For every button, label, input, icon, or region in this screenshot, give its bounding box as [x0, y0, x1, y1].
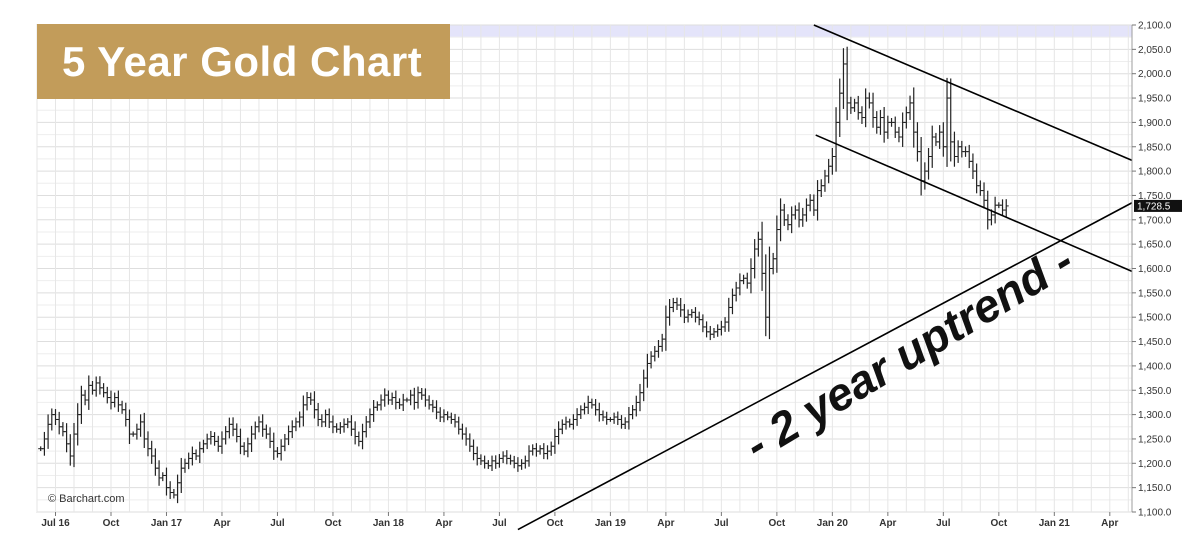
y-tick-label: 1,800.0: [1138, 167, 1172, 178]
title-banner: 5 Year Gold Chart: [37, 24, 450, 99]
y-tick-label: 1,500.0: [1138, 313, 1172, 324]
x-tick-label: Apr: [657, 518, 674, 529]
x-tick-label: Jan 20: [817, 518, 849, 529]
y-tick-label: 1,900.0: [1138, 118, 1172, 129]
x-tick-label: Jan 18: [373, 518, 405, 529]
x-tick-label: Oct: [547, 518, 564, 529]
x-tick-label: Jul: [492, 518, 507, 529]
y-tick-label: 1,550.0: [1138, 288, 1172, 299]
price-bars: [38, 46, 1009, 504]
y-tick-label: 1,300.0: [1138, 410, 1172, 421]
x-tick-label: Jan 21: [1039, 518, 1071, 529]
y-tick-label: 1,150.0: [1138, 483, 1172, 494]
y-tick-label: 2,100.0: [1138, 21, 1172, 32]
y-tick-label: 1,100.0: [1138, 508, 1172, 519]
x-tick-label: Apr: [1101, 518, 1118, 529]
last-price-marker: [1134, 199, 1182, 212]
x-tick-label: Apr: [435, 518, 452, 529]
y-tick-label: 1,700.0: [1138, 215, 1172, 226]
y-tick-label: 1,350.0: [1138, 386, 1172, 397]
range-highlight: [450, 25, 1132, 38]
watermark: © Barchart.com: [48, 493, 125, 505]
y-tick-label: 1,250.0: [1138, 434, 1172, 445]
x-tick-label: Apr: [879, 518, 896, 529]
y-tick-label: 1,950.0: [1138, 94, 1172, 105]
chart-title: 5 Year Gold Chart: [62, 37, 423, 85]
x-tick-label: Jul 16: [41, 518, 70, 529]
last-price-label: 1,728.5: [1137, 201, 1171, 212]
y-tick-label: 1,850.0: [1138, 142, 1172, 153]
y-tick-label: 1,450.0: [1138, 337, 1172, 348]
x-tick-label: Apr: [213, 518, 230, 529]
y-tick-label: 2,000.0: [1138, 69, 1172, 80]
x-tick-label: Jul: [936, 518, 951, 529]
axes: 1,100.0 1,150.0 1,200.0 1,250.0 1,300.0 1,350…: [41, 21, 1182, 529]
trendline-uptrend: [517, 202, 1133, 531]
y-tick-label: 1,400.0: [1138, 361, 1172, 372]
x-tick-label: Oct: [103, 518, 120, 529]
y-tick-label: 1,200.0: [1138, 459, 1172, 470]
x-tick-label: Oct: [990, 518, 1007, 529]
y-tick-label: 1,750.0: [1138, 191, 1172, 202]
trendlines: [517, 24, 1133, 531]
y-tick-label: 1,650.0: [1138, 240, 1172, 251]
y-tick-label: 1,600.0: [1138, 264, 1172, 275]
y-tick-label: 2,050.0: [1138, 45, 1172, 56]
x-tick-label: Oct: [769, 518, 786, 529]
x-tick-label: Jan 17: [151, 518, 183, 529]
grid: [36, 24, 1132, 513]
x-tick-label: Jul: [714, 518, 729, 529]
trendline-channel-upper: [813, 24, 1133, 162]
x-tick-label: Oct: [325, 518, 342, 529]
x-tick-label: Jul: [270, 518, 285, 529]
trendline-channel-lower: [815, 134, 1133, 273]
x-tick-label: Jan 19: [595, 518, 627, 529]
